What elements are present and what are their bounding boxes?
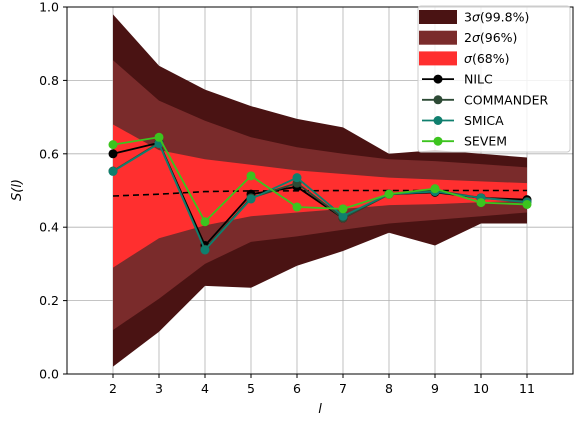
legend-label: σ(68%) — [464, 51, 509, 66]
x-tick-label: 10 — [473, 381, 489, 396]
data-point — [108, 166, 118, 176]
legend-label: 2σ(96%) — [464, 30, 517, 45]
legend-label: SEVEM — [464, 134, 507, 149]
data-point — [200, 245, 210, 255]
data-point — [200, 217, 210, 227]
y-axis-label: S(l) — [10, 179, 25, 201]
legend-entry: SEVEM — [422, 134, 507, 149]
legend-marker — [433, 74, 443, 84]
y-tick-label: 0.4 — [39, 220, 59, 235]
series-group — [108, 132, 532, 227]
legend-marker — [433, 95, 443, 105]
legend-marker — [433, 136, 443, 146]
data-point — [246, 171, 256, 181]
x-tick-label: 8 — [385, 381, 393, 396]
legend: 3σ(99.8%) 2σ(96%) σ(68%) NILC COMMANDER SMICA… — [417, 5, 571, 153]
y-tick-label: 0.6 — [39, 146, 59, 161]
x-tick-label: 3 — [155, 381, 163, 396]
legend-swatch — [419, 30, 457, 45]
data-point — [292, 202, 302, 212]
legend-label: 3σ(99.8%) — [464, 10, 529, 25]
legend-swatch — [419, 10, 457, 24]
series-lines — [108, 132, 532, 255]
data-point — [338, 211, 348, 221]
x-axis-ticks: 2 3 4 5 6 7 8 9 10 11 — [109, 374, 535, 396]
legend-entry: 2σ(96%) — [419, 30, 517, 45]
data-point — [476, 198, 486, 208]
data-point — [246, 194, 256, 204]
legend-entry: NILC — [422, 72, 493, 87]
x-tick-label: 9 — [431, 381, 439, 396]
data-point — [108, 140, 118, 150]
legend-marker — [433, 116, 443, 125]
data-point — [522, 199, 532, 209]
x-tick-label: 6 — [293, 381, 301, 396]
legend-label: NILC — [464, 72, 493, 87]
legend-label: COMMANDER — [464, 92, 549, 107]
x-tick-label: 4 — [201, 381, 209, 396]
y-tick-label: 1.0 — [39, 0, 59, 15]
legend-swatch — [419, 51, 457, 66]
data-point — [338, 204, 348, 214]
y-axis-ticks: 0.0 0.2 0.4 0.6 0.8 1.0 — [39, 0, 67, 382]
x-axis-label: l — [318, 402, 322, 417]
plot-frame — [66, 6, 574, 375]
data-point — [154, 132, 164, 142]
data-point — [430, 184, 440, 194]
x-tick-label: 5 — [247, 381, 255, 396]
x-tick-label: 11 — [519, 381, 535, 396]
mean-line-path — [112, 189, 527, 197]
y-tick-label: 0.2 — [39, 293, 59, 308]
legend-entry: COMMANDER — [422, 92, 549, 107]
series-line — [112, 136, 528, 224]
x-tick-label: 7 — [339, 381, 347, 396]
y-tick-label: 0.0 — [39, 367, 59, 382]
legend-label: SMICA — [464, 113, 504, 128]
data-point — [108, 149, 118, 159]
legend-entry: σ(68%) — [419, 51, 509, 66]
data-point — [384, 189, 394, 199]
x-tick-label: 2 — [109, 381, 117, 396]
y-tick-label: 0.8 — [39, 73, 59, 88]
mean-line — [112, 189, 527, 197]
legend-entry: 3σ(99.8%) — [419, 10, 529, 25]
data-point — [292, 173, 302, 183]
legend-entry: SMICA — [422, 113, 504, 128]
